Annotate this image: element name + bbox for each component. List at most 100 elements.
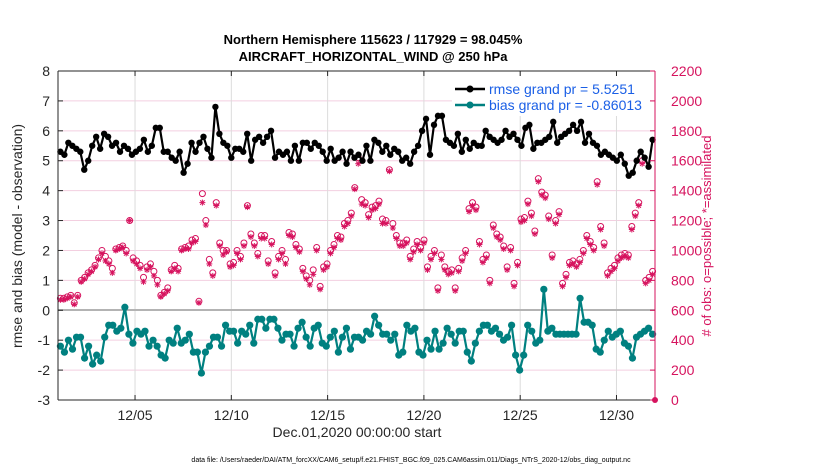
rmse-point (124, 145, 132, 152)
bias-point (298, 318, 306, 326)
rmse-point (184, 160, 191, 167)
obs-assimilated-point (164, 287, 171, 294)
bias-point (628, 354, 637, 362)
obs-assimilated-point (466, 208, 473, 215)
rmse-point (621, 160, 628, 167)
bias-point (294, 324, 302, 332)
obs-assimilated-point (137, 265, 144, 272)
obs-assimilated-point (365, 214, 372, 221)
obs-assimilated-point (292, 244, 299, 251)
rmse-point (573, 127, 581, 135)
obs-assimilated-point (407, 256, 414, 263)
bias-point (76, 333, 85, 341)
obs-assimilated-point (372, 205, 379, 212)
obs-assimilated-point (521, 217, 528, 224)
y-tick-label: 3 (42, 213, 50, 229)
rmse-point (466, 145, 473, 152)
obs-assimilated-point (320, 266, 327, 273)
rmse-point (61, 151, 68, 158)
rmse-point (343, 160, 350, 167)
y-tick-label: 6 (42, 123, 50, 139)
obs-assimilated-point (500, 245, 507, 252)
bias-point (512, 351, 520, 359)
rmse-point (410, 148, 418, 155)
obs-assimilated-point (251, 242, 258, 249)
bias-point (330, 327, 338, 335)
y-tick-label: -1 (38, 332, 51, 348)
obs-assimilated-point (337, 236, 344, 243)
ticks: 0 200 400 600 800 1000 1200 1400 1600 1800 2000 220… (38, 63, 703, 423)
y2-axis-label: # of obs: o=possible; *=assimilated (699, 136, 714, 337)
rmse-point (379, 148, 386, 155)
rmse-point (613, 157, 621, 164)
bias-point (322, 342, 330, 350)
obs-assimilated-point (431, 250, 438, 257)
bias-point (270, 315, 278, 323)
rmse-point (77, 148, 84, 155)
plot-frame (58, 71, 655, 400)
obs-assimilated-point (154, 281, 161, 288)
obs-assimilated-point (88, 268, 95, 275)
x-tick-label: 12/15 (310, 407, 345, 423)
obs-assimilated-point (119, 244, 126, 251)
obs-possible-point (198, 190, 206, 198)
rmse-point (577, 118, 585, 126)
obs-assimilated-point (587, 241, 594, 248)
y2-tick-label: 1000 (671, 242, 702, 258)
rmse-point (649, 136, 656, 143)
rmse-point (565, 127, 573, 135)
rmse-point (176, 148, 183, 155)
obs-assimilated-point (476, 241, 483, 248)
bias-point (431, 327, 439, 335)
x-tick-label: 12/30 (599, 407, 634, 423)
rmse-point (633, 157, 640, 164)
rmse-point (502, 127, 509, 135)
rmse-point (335, 154, 342, 161)
rmse-point (92, 133, 100, 140)
obs-assimilated-point (265, 260, 272, 267)
obs-assimilated-point (535, 178, 542, 185)
rmse-point (395, 148, 402, 155)
bias-point (85, 342, 93, 350)
rmse-point (81, 166, 88, 173)
rmse-point (89, 142, 96, 149)
bias-point (596, 348, 604, 356)
bias-point (213, 333, 222, 341)
obs-assimilated-point (434, 287, 441, 294)
bias-point (427, 345, 435, 353)
rmse-point (426, 151, 434, 158)
bias-point (588, 321, 596, 329)
bias-point (338, 333, 347, 341)
bias-point (314, 321, 322, 329)
rmse-point (498, 136, 505, 143)
obs-assimilated-point (427, 256, 434, 263)
rmse-point (422, 115, 430, 123)
bias-point (149, 336, 157, 344)
obs-assimilated-point (348, 213, 355, 220)
bias-point (121, 303, 129, 311)
y2-tick-label: 1400 (671, 183, 702, 199)
obs-assimilated-point (469, 202, 476, 209)
rmse-point (267, 127, 275, 135)
bias-point (447, 330, 455, 338)
bias-point (503, 333, 512, 341)
obs-assimilated-point (324, 263, 331, 270)
y-tick-label: 2 (42, 242, 50, 258)
bias-point (201, 348, 210, 356)
rmse-point (140, 136, 148, 143)
bias-point (536, 336, 544, 344)
bias-point (451, 339, 459, 347)
bias-point (217, 342, 226, 350)
bias-point (459, 327, 467, 335)
rmse-point (156, 124, 163, 132)
rmse-point (482, 127, 489, 135)
bias-point (60, 348, 69, 356)
obs-assimilated-point (563, 274, 570, 281)
bias-point (262, 324, 270, 332)
bias-point (326, 333, 334, 341)
obs-assimilated-point (611, 265, 618, 272)
obs-assimilated-point (313, 247, 320, 254)
obs-assimilated-point (594, 181, 601, 188)
bias-point (435, 345, 443, 353)
